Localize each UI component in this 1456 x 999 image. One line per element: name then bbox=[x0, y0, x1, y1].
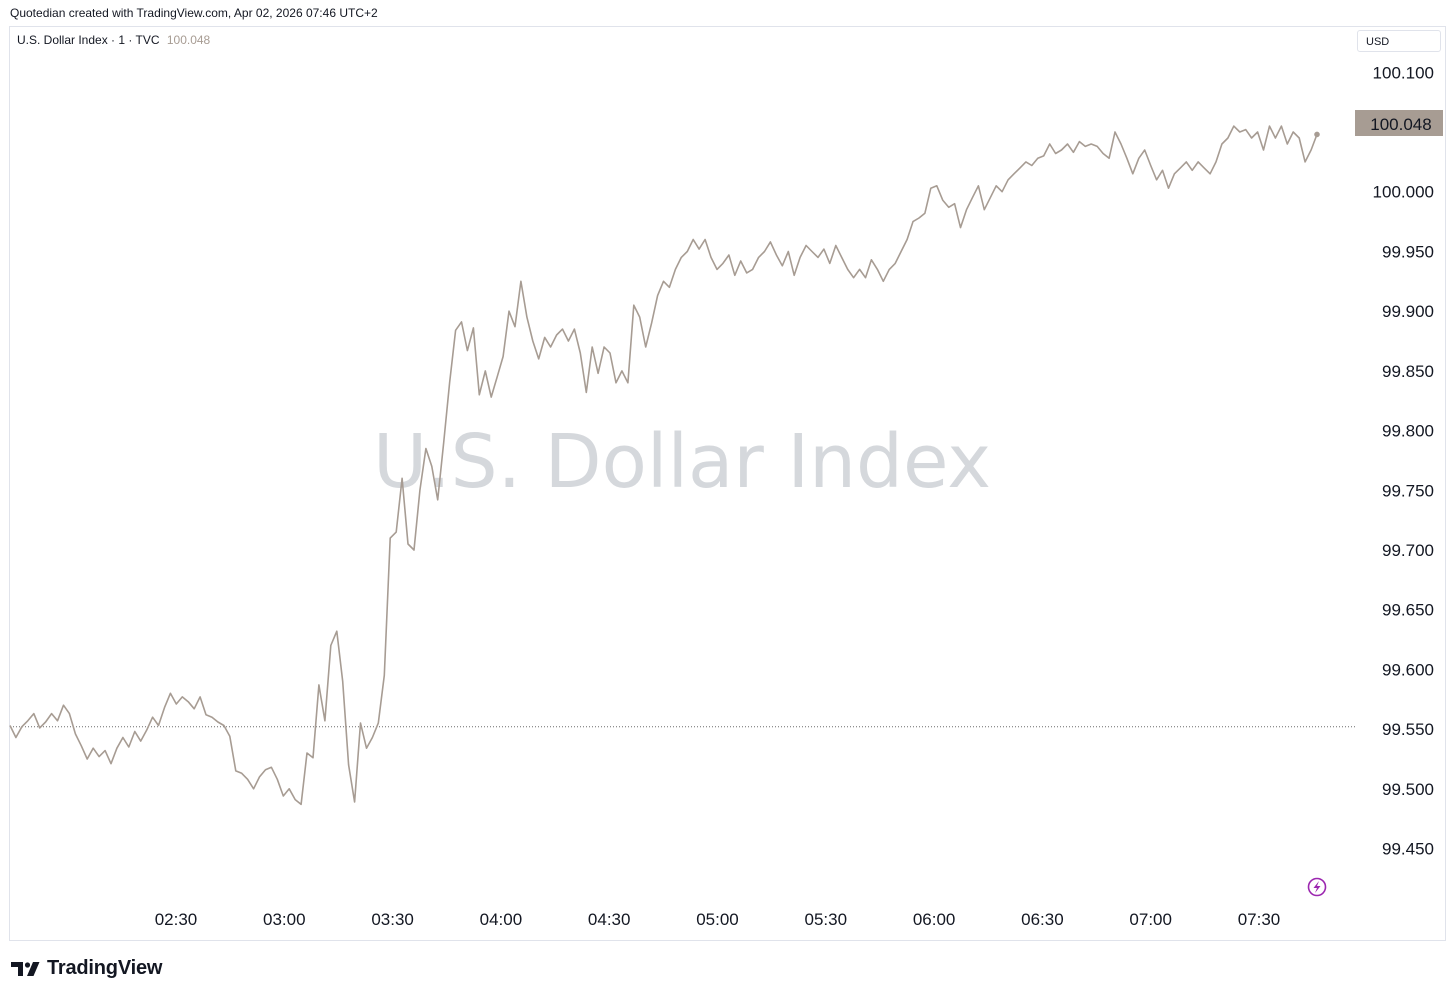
x-tick-label: 07:30 bbox=[1238, 910, 1281, 929]
y-tick-label: 99.500 bbox=[1382, 780, 1434, 799]
x-tick-label: 06:00 bbox=[913, 910, 956, 929]
currency-button[interactable]: USD bbox=[1357, 30, 1441, 52]
x-tick-label: 02:30 bbox=[155, 910, 198, 929]
x-tick-label: 03:00 bbox=[263, 910, 306, 929]
x-tick-label: 03:30 bbox=[371, 910, 414, 929]
chart-watermark: U.S. Dollar Index bbox=[373, 419, 991, 505]
time-axis[interactable]: 02:30 03:00 03:30 04:00 04:30 05:00 05:30 06:00… bbox=[155, 910, 1281, 929]
tradingview-brand-text: TradingView bbox=[47, 957, 163, 979]
y-tick-label: 99.650 bbox=[1382, 601, 1434, 620]
chart-frame bbox=[9, 26, 1446, 941]
x-tick-label: 05:00 bbox=[696, 910, 739, 929]
y-tick-label: 100.100 bbox=[1373, 63, 1434, 82]
tradingview-logo-icon bbox=[11, 961, 40, 976]
x-tick-label: 06:30 bbox=[1021, 910, 1064, 929]
legend-symbol: U.S. Dollar Index · 1 · TVC bbox=[17, 33, 160, 47]
y-tick-label: 99.600 bbox=[1382, 660, 1434, 679]
y-tick-label: 99.700 bbox=[1382, 541, 1434, 560]
last-price-label: 100.048 bbox=[1355, 110, 1443, 136]
y-tick-label: 99.800 bbox=[1382, 422, 1434, 441]
last-price-dot bbox=[1314, 131, 1320, 138]
x-tick-label: 07:00 bbox=[1129, 910, 1172, 929]
y-tick-label: 99.450 bbox=[1382, 840, 1434, 859]
x-tick-label: 04:00 bbox=[480, 910, 523, 929]
y-tick-label: 99.750 bbox=[1382, 481, 1434, 500]
y-tick-label: 99.850 bbox=[1382, 362, 1434, 381]
chart-credit: Quotedian created with TradingView.com, … bbox=[10, 6, 378, 20]
x-tick-label: 05:30 bbox=[805, 910, 848, 929]
lightning-icon[interactable] bbox=[1307, 877, 1327, 897]
last-price-label-text: 100.048 bbox=[1370, 115, 1431, 134]
legend-last-value: 100.048 bbox=[166, 33, 211, 47]
y-tick-label: 99.950 bbox=[1382, 242, 1434, 261]
x-tick-label: 04:30 bbox=[588, 910, 631, 929]
tradingview-logo[interactable]: TradingView bbox=[11, 957, 162, 980]
price-axis[interactable]: 100.100 100.000 99.950 99.900 99.850 99.800 99… bbox=[1373, 63, 1434, 858]
chart-legend: U.S. Dollar Index · 1 · TVC 100.048 bbox=[17, 33, 210, 47]
y-tick-label: 100.000 bbox=[1373, 183, 1434, 202]
series-line bbox=[9, 125, 1318, 806]
y-tick-label: 99.900 bbox=[1382, 302, 1434, 321]
y-tick-label: 99.550 bbox=[1382, 720, 1434, 739]
